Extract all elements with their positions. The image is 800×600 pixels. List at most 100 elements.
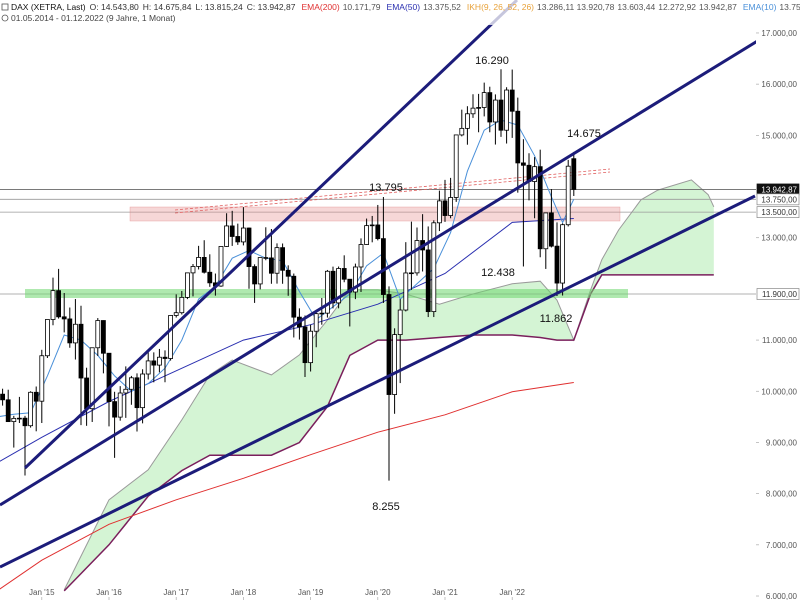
candle-body (543, 212, 549, 250)
candle-body (554, 245, 560, 284)
candle-body (73, 323, 78, 344)
candle-body (11, 417, 17, 423)
candle-body (95, 320, 101, 349)
header-item: EMA(10) (743, 2, 777, 12)
header-item: 13.920,78 (577, 2, 615, 12)
header-item: C: 13.942,87 (247, 2, 296, 12)
y-tick-label: 15.000,00 (761, 131, 797, 140)
candle-body (56, 290, 61, 318)
candle-body (33, 391, 39, 402)
candle-body (375, 224, 381, 240)
header-item: 13.942,87 (699, 2, 737, 12)
header-line: DAX (XETRA, Last) O: 14.543,80 H: 14.675,8… (11, 2, 800, 12)
period-icon (1, 14, 9, 22)
candle-body (45, 319, 50, 357)
trendline (0, 194, 756, 569)
candle-body (414, 240, 420, 274)
candle-body (565, 165, 571, 226)
candle-body (89, 347, 95, 410)
candle-body (319, 312, 325, 315)
annotation: 12.438 (481, 267, 515, 279)
y-tick-label: 16.000,00 (761, 80, 797, 89)
header-item: L: 13.815,24 (195, 2, 243, 12)
candle-body (302, 326, 308, 364)
candle-body (408, 272, 414, 275)
ema-line (0, 382, 574, 590)
candle-body (352, 266, 358, 293)
ichimoku-span-b (63, 274, 714, 592)
candle-body (448, 197, 454, 216)
candle-body (341, 268, 347, 280)
candle-body (453, 134, 459, 198)
price-tag (756, 288, 800, 300)
candle-body (397, 309, 403, 336)
candle-body (487, 92, 493, 123)
trendline (23, 0, 519, 470)
candle-body (218, 246, 224, 287)
candle-body (336, 268, 342, 304)
y-tick-label: 7.000,00 (766, 541, 798, 550)
candle-body (509, 89, 515, 112)
candle-body (61, 316, 67, 320)
candle-body (263, 257, 269, 259)
candle-body (521, 162, 526, 166)
candle-body (67, 318, 73, 344)
y-tick-label: 17.000,00 (761, 29, 797, 38)
header-item: 10.171,79 (343, 2, 381, 12)
x-tick-label: Jan '15 (29, 588, 55, 597)
candle-body (0, 393, 6, 401)
candle-body (358, 244, 364, 268)
candle-body (515, 110, 521, 164)
y-tick-label: 8.000,00 (766, 490, 798, 499)
candle-body (50, 290, 56, 320)
candle-body (179, 296, 185, 314)
candle-body (470, 107, 476, 115)
y-axis-area (756, 0, 800, 600)
candle-body (431, 222, 437, 313)
price-tag-label: 13.750,00 (761, 195, 797, 204)
candle-body (207, 271, 213, 284)
candle-body (386, 294, 392, 395)
candle-body (78, 323, 84, 379)
candle-body (123, 388, 129, 394)
candle-body (196, 257, 202, 267)
candle-body (532, 166, 537, 182)
candle-body (571, 158, 577, 190)
main-layer (0, 69, 577, 590)
price-tag-label: 13.942,87 (761, 185, 797, 194)
header-item: 13.753,19 (779, 2, 800, 12)
candle-body (560, 224, 565, 284)
y-tick-label: 13.000,00 (761, 234, 797, 243)
candle-body (173, 312, 179, 316)
header-item: EMA(200) (301, 2, 339, 12)
x-tick-label: Jan '19 (298, 588, 324, 597)
ichimoku-span-a (63, 179, 715, 591)
candle-body (459, 127, 465, 136)
candle-body (537, 166, 543, 250)
candle-body (224, 225, 230, 247)
period: 01.05.2014 - 01.12.2022 (9 Jahre, 1 Mona… (11, 13, 176, 23)
candle-body (268, 257, 274, 274)
candle-body (549, 212, 554, 247)
candle-body (22, 417, 28, 427)
dashed-trendline (174, 171, 611, 214)
candle-body (39, 355, 45, 402)
candle-body (436, 200, 442, 224)
candle-body (84, 377, 89, 410)
candle-body (308, 330, 314, 364)
ema-line (0, 119, 575, 417)
candle-body (380, 238, 386, 295)
candle-body (106, 352, 112, 403)
candle-body (504, 89, 510, 131)
candle-body (369, 224, 375, 227)
candle-body (330, 270, 336, 304)
x-tick-label: Jan '18 (231, 588, 257, 597)
y-tick-label: 6.000,00 (766, 592, 798, 600)
header-item: 12.272,92 (658, 2, 696, 12)
header-item: 13.286,11 (537, 2, 574, 12)
candle-body (168, 315, 174, 359)
header-item: IKH(9, 26, 52, 26) (467, 2, 534, 12)
candle-body (162, 356, 168, 359)
